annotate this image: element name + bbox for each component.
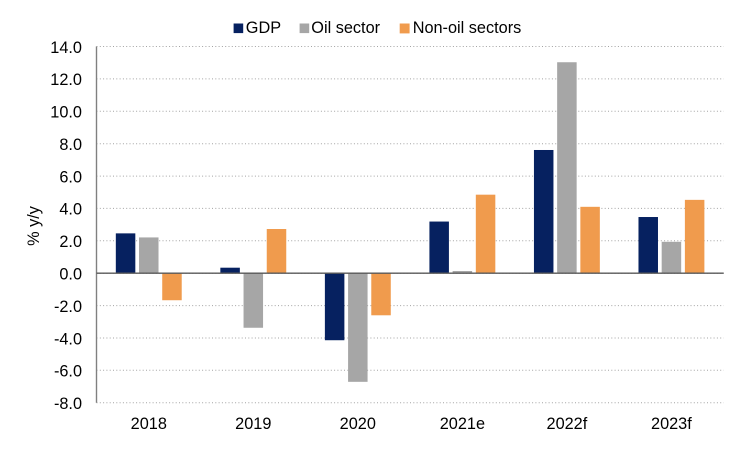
svg-text:2023f: 2023f [651,415,692,433]
svg-text:-8.0: -8.0 [54,395,82,413]
svg-text:8.0: 8.0 [59,136,82,154]
svg-text:10.0: 10.0 [50,104,82,122]
svg-text:0.0: 0.0 [59,266,82,284]
svg-text:% y/y: % y/y [25,205,43,246]
svg-text:Non-oil sectors: Non-oil sectors [413,19,522,37]
svg-text:GDP: GDP [246,19,281,37]
svg-text:12.0: 12.0 [50,71,82,89]
svg-text:2021e: 2021e [440,415,485,433]
svg-text:Oil sector: Oil sector [311,19,380,37]
svg-text:-4.0: -4.0 [54,330,82,348]
svg-text:2020: 2020 [340,415,376,433]
svg-text:2018: 2018 [131,415,167,433]
svg-text:4.0: 4.0 [59,201,82,219]
svg-text:2022f: 2022f [547,415,588,433]
svg-text:-6.0: -6.0 [54,363,82,381]
svg-text:2.0: 2.0 [59,233,82,251]
svg-text:14.0: 14.0 [50,39,82,57]
svg-text:-2.0: -2.0 [54,298,82,316]
svg-text:6.0: 6.0 [59,168,82,186]
svg-text:2019: 2019 [235,415,271,433]
